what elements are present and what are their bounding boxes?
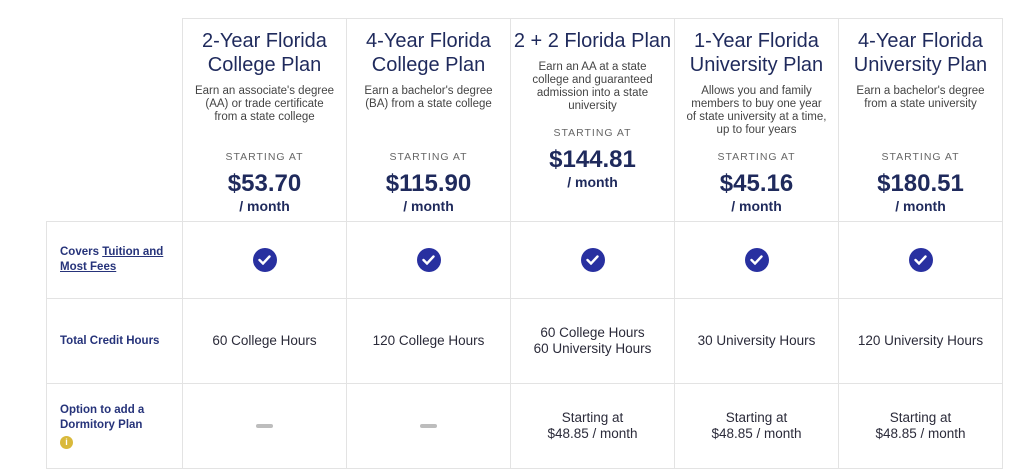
dorm-starting-label: Starting at bbox=[725, 410, 788, 425]
dorm-price: $48.85 / month bbox=[547, 426, 638, 441]
starting-at-label: STARTING AT bbox=[389, 151, 468, 163]
plan-header: 4-Year Florida University Plan Earn a bac… bbox=[839, 18, 1003, 222]
credit-hours-cell: 120 College Hours bbox=[347, 299, 511, 384]
dorm-starting-label: Starting at bbox=[889, 410, 952, 425]
dormitory-cell: Starting at $48.85 / month bbox=[511, 384, 675, 469]
dorm-price: $48.85 / month bbox=[875, 426, 966, 441]
plan-title: 2 + 2 Florida Plan bbox=[513, 30, 672, 52]
check-circle-icon bbox=[416, 248, 441, 272]
dormitory-label: Option to add a Dormitory Plan bbox=[60, 404, 145, 431]
dormitory-cell bbox=[183, 384, 347, 469]
plan-description: Earn an associate's degree (AA) or trade… bbox=[194, 85, 334, 123]
plan-description: Earn a bachelor's degree (BA) from a sta… bbox=[364, 85, 493, 110]
tuition-fees-link[interactable]: Tuition and Most Fees bbox=[60, 246, 164, 273]
price-period: / month bbox=[567, 174, 618, 190]
covers-label: Covers bbox=[60, 246, 103, 258]
credit-hours-value-2: 60 University Hours bbox=[533, 341, 652, 356]
plan-price: $180.51 bbox=[877, 170, 964, 197]
credit-hours-value: 120 University Hours bbox=[857, 333, 984, 348]
row-label-dormitory: Option to add a Dormitory Plan i bbox=[46, 384, 183, 469]
credit-hours-cell: 60 College Hours bbox=[183, 299, 347, 384]
check-circle-icon bbox=[252, 248, 277, 272]
starting-at-label: STARTING AT bbox=[225, 151, 304, 163]
dash-icon bbox=[420, 424, 437, 428]
plan-price: $53.70 bbox=[227, 170, 302, 197]
info-icon[interactable]: i bbox=[60, 436, 73, 449]
plan-header: 4-Year Florida College Plan Earn a bachel… bbox=[347, 18, 511, 222]
starting-at-label: STARTING AT bbox=[553, 127, 632, 139]
credit-hours-value: 30 University Hours bbox=[697, 333, 816, 348]
plan-price: $115.90 bbox=[385, 170, 472, 197]
credit-hours-value: 60 College Hours bbox=[540, 325, 645, 340]
check-circle-icon bbox=[908, 248, 933, 272]
covers-cell bbox=[183, 222, 347, 299]
plan-comparison-table: 2-Year Florida College Plan Earn an assoc… bbox=[46, 18, 1003, 469]
dormitory-cell: Starting at $48.85 / month bbox=[839, 384, 1003, 469]
dormitory-cell: Starting at $48.85 / month bbox=[675, 384, 839, 469]
plan-price: $45.16 bbox=[719, 170, 794, 197]
row-label-credit-hours: Total Credit Hours bbox=[46, 299, 183, 384]
covers-cell bbox=[511, 222, 675, 299]
dash-icon bbox=[256, 424, 273, 428]
plan-header: 1-Year Florida University Plan Allows you… bbox=[675, 18, 839, 222]
price-period: / month bbox=[403, 198, 454, 214]
covers-cell bbox=[347, 222, 511, 299]
check-circle-icon bbox=[580, 248, 605, 272]
plan-description: Earn a bachelor's degree from a state un… bbox=[856, 85, 985, 110]
credit-hours-value: 120 College Hours bbox=[372, 333, 485, 348]
credit-hours-cell: 60 College Hours 60 University Hours bbox=[511, 299, 675, 384]
dorm-price: $48.85 / month bbox=[711, 426, 802, 441]
credit-hours-value: 60 College Hours bbox=[212, 333, 317, 348]
credit-hours-label: Total Credit Hours bbox=[60, 334, 160, 347]
covers-cell bbox=[839, 222, 1003, 299]
check-circle-icon bbox=[744, 248, 769, 272]
plan-header: 2 + 2 Florida Plan Earn an AA at a state … bbox=[511, 18, 675, 222]
price-period: / month bbox=[895, 198, 946, 214]
price-period: / month bbox=[239, 198, 290, 214]
price-period: / month bbox=[731, 198, 782, 214]
credit-hours-cell: 120 University Hours bbox=[839, 299, 1003, 384]
plan-price: $144.81 bbox=[549, 146, 636, 173]
plan-title: 1-Year Florida University Plan bbox=[689, 30, 824, 76]
plan-description: Allows you and family members to buy one… bbox=[686, 85, 827, 136]
plan-title: 4-Year Florida University Plan bbox=[853, 30, 988, 76]
credit-hours-cell: 30 University Hours bbox=[675, 299, 839, 384]
starting-at-label: STARTING AT bbox=[717, 151, 796, 163]
covers-cell bbox=[675, 222, 839, 299]
dorm-starting-label: Starting at bbox=[561, 410, 624, 425]
plan-title: 2-Year Florida College Plan bbox=[202, 30, 327, 76]
plan-description: Earn an AA at a state college and guaran… bbox=[532, 61, 653, 112]
dormitory-cell bbox=[347, 384, 511, 469]
starting-at-label: STARTING AT bbox=[881, 151, 960, 163]
header-corner bbox=[46, 18, 183, 222]
plan-title: 4-Year Florida College Plan bbox=[366, 30, 491, 76]
plan-header: 2-Year Florida College Plan Earn an assoc… bbox=[183, 18, 347, 222]
row-label-covers: Covers Tuition and Most Fees bbox=[46, 222, 183, 299]
